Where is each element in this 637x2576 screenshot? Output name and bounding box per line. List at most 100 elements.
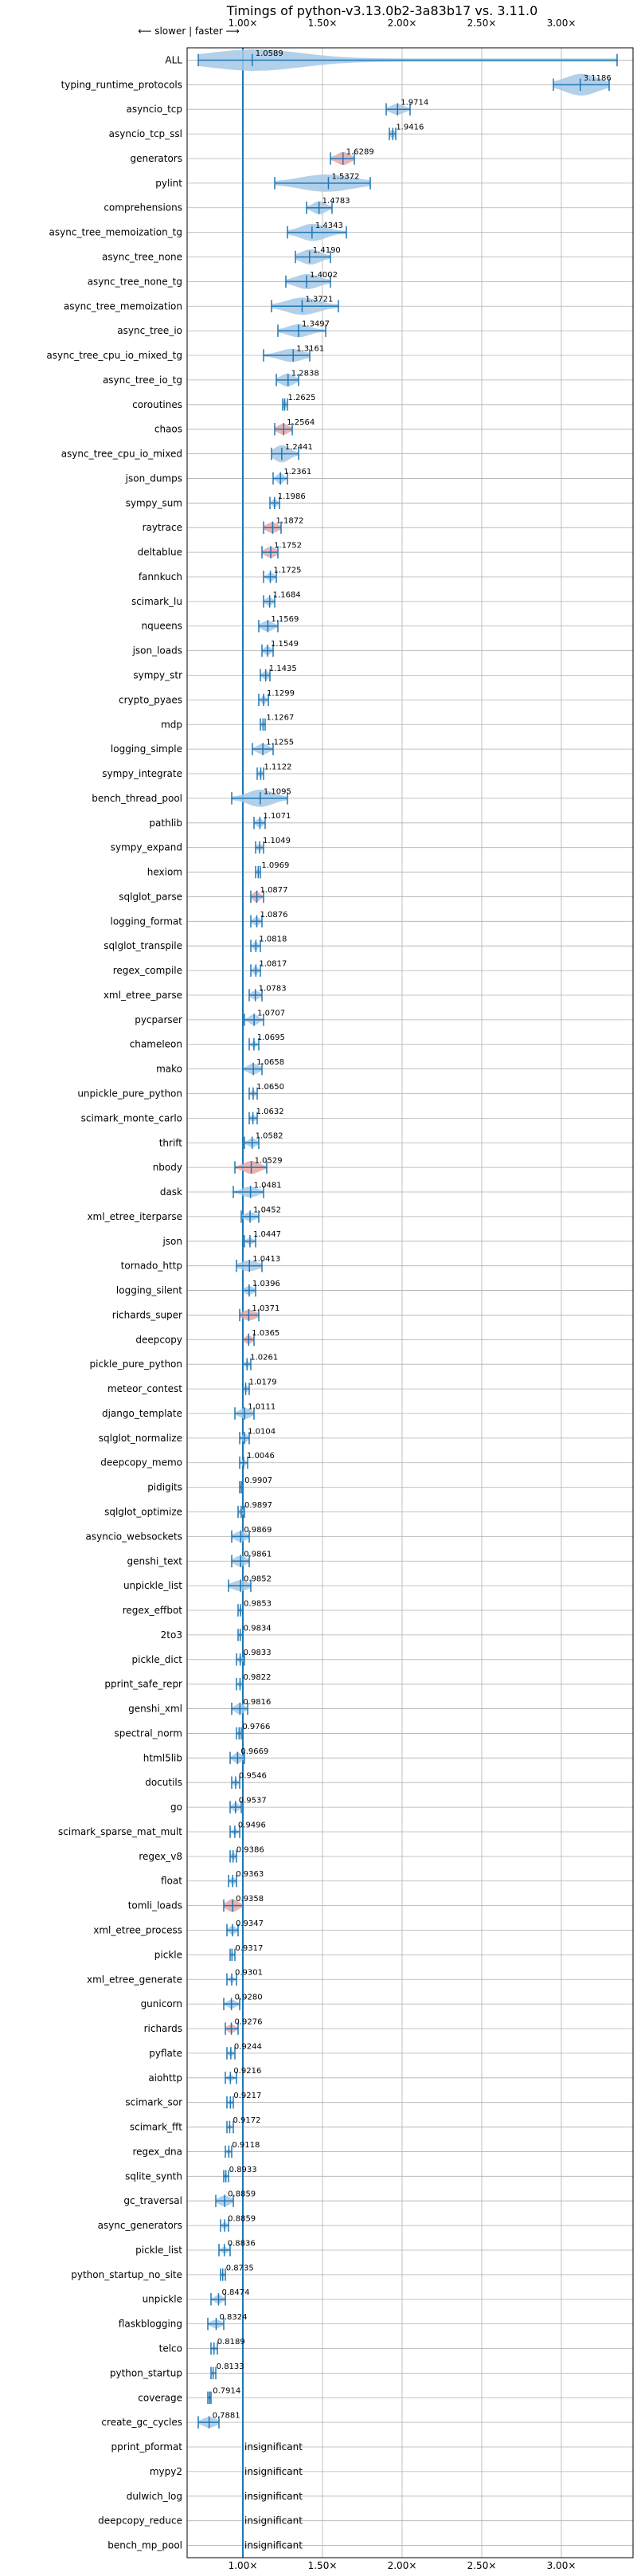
category-label: gc_traversal — [123, 2195, 182, 2206]
violin — [218, 2244, 231, 2256]
violin — [271, 445, 299, 463]
data-value-label: 1.9714 — [401, 99, 428, 108]
category-label: sqlglot_optimize — [104, 1507, 182, 1518]
violin — [248, 989, 263, 1002]
data-value-label: 0.9822 — [243, 1673, 271, 1682]
violin — [272, 472, 288, 485]
x-tick-label-top: 2.50× — [467, 18, 497, 29]
data-value-label: 0.7914 — [213, 2387, 240, 2396]
violin — [250, 915, 263, 928]
category-label: dulwich_log — [127, 2491, 182, 2502]
data-value-label: 1.1255 — [266, 739, 294, 747]
data-value-label: 1.1095 — [264, 787, 291, 796]
data-value-label: 1.1299 — [267, 689, 295, 698]
data-value-label: 1.0365 — [252, 1329, 279, 1338]
data-value-label: 1.4190 — [313, 246, 341, 255]
data-value-label: 1.4343 — [315, 222, 343, 230]
category-label: meteor_contest — [107, 1383, 182, 1394]
insignificant-label: insignificant — [244, 2466, 303, 2477]
data-value-label: 1.0371 — [252, 1304, 279, 1313]
violin — [236, 1727, 242, 1740]
data-value-label: 1.0452 — [253, 1206, 281, 1214]
x-tick-label-bottom: 1.00× — [229, 2560, 258, 2571]
violin — [277, 324, 326, 338]
data-value-label: 1.1752 — [274, 542, 302, 551]
data-value-label: 0.8735 — [226, 2264, 254, 2272]
violin — [260, 669, 271, 682]
violin — [250, 890, 264, 904]
violin — [244, 1136, 260, 1149]
category-label: gunicorn — [141, 1998, 182, 2009]
plot-frame — [186, 47, 634, 2558]
category-label: pycparser — [135, 1014, 182, 1025]
data-value-label: 0.8133 — [217, 2362, 244, 2371]
data-value-label: 0.9301 — [235, 1969, 263, 1978]
category-label: aiohttp — [148, 2072, 182, 2084]
insignificant-label: insignificant — [244, 2515, 303, 2527]
data-value-label: 0.9546 — [239, 1772, 267, 1781]
violin — [220, 2268, 226, 2281]
data-value-label: 1.3497 — [302, 320, 330, 329]
category-label: unpickle_list — [123, 1580, 182, 1591]
violin — [225, 2022, 239, 2035]
category-label: pickle_dict — [132, 1654, 183, 1665]
category-label: sqlglot_parse — [119, 891, 182, 902]
category-label: scimark_monte_carlo — [81, 1112, 182, 1123]
data-value-label: 1.0969 — [261, 861, 289, 870]
category-label: pathlib — [149, 817, 182, 829]
data-value-label: 1.9416 — [396, 124, 424, 132]
x-tick-label-bottom: 1.50× — [308, 2560, 338, 2571]
violin — [215, 2194, 234, 2207]
category-label: sympy_str — [133, 670, 182, 681]
violin — [197, 49, 618, 71]
violin — [210, 2342, 218, 2355]
data-value-label: 0.9669 — [240, 1747, 268, 1756]
category-label: chaos — [154, 424, 182, 435]
category-label: xml_etree_iterparse — [87, 1211, 182, 1222]
category-label: genshi_text — [127, 1555, 183, 1566]
violin — [234, 1161, 268, 1174]
data-value-label: 0.8836 — [228, 2239, 256, 2248]
data-value-label: 0.9317 — [235, 1944, 263, 1953]
violin — [269, 496, 280, 510]
category-label: pylint — [155, 178, 182, 189]
data-value-label: 1.1986 — [278, 492, 306, 501]
category-label: python_startup — [110, 2367, 182, 2378]
data-value-label: 0.9861 — [244, 1551, 272, 1559]
category-label: html5lib — [143, 1752, 182, 1763]
data-value-label: 0.9358 — [236, 1895, 264, 1904]
data-value-label: 1.0529 — [255, 1157, 283, 1166]
category-label: go — [170, 1802, 182, 1813]
category-label: pidigits — [147, 1482, 182, 1493]
violin — [237, 1629, 244, 1641]
violin — [242, 1382, 250, 1395]
category-label: dask — [160, 1186, 182, 1198]
category-label: tornado_http — [121, 1261, 182, 1272]
violin — [271, 297, 339, 316]
violin — [248, 1038, 260, 1051]
violin — [244, 1235, 256, 1248]
violin — [263, 570, 277, 583]
data-value-label: 0.8859 — [228, 2215, 256, 2224]
category-label: scimark_fft — [130, 2122, 182, 2133]
data-value-label: 0.9537 — [239, 1797, 267, 1806]
violin — [237, 1505, 245, 1519]
category-label: unpickle — [143, 2294, 182, 2305]
category-label: logging_simple — [111, 743, 182, 755]
category-label: json_dumps — [125, 472, 182, 484]
violin — [274, 422, 293, 436]
x-tick-label-top: 2.00× — [388, 18, 417, 29]
data-value-label: 0.8859 — [228, 2190, 256, 2199]
data-value-label: 1.0481 — [254, 1181, 282, 1190]
data-value-label: 0.9853 — [244, 1599, 272, 1608]
category-label: sympy_sum — [126, 497, 182, 508]
data-value-label: 1.2564 — [287, 418, 315, 427]
violin — [223, 1998, 240, 2010]
violin — [234, 1407, 255, 1420]
x-tick-label-top: 3.00× — [547, 18, 576, 29]
violin — [242, 1358, 252, 1370]
violin — [210, 2366, 217, 2380]
data-value-label: 1.2441 — [285, 443, 313, 452]
